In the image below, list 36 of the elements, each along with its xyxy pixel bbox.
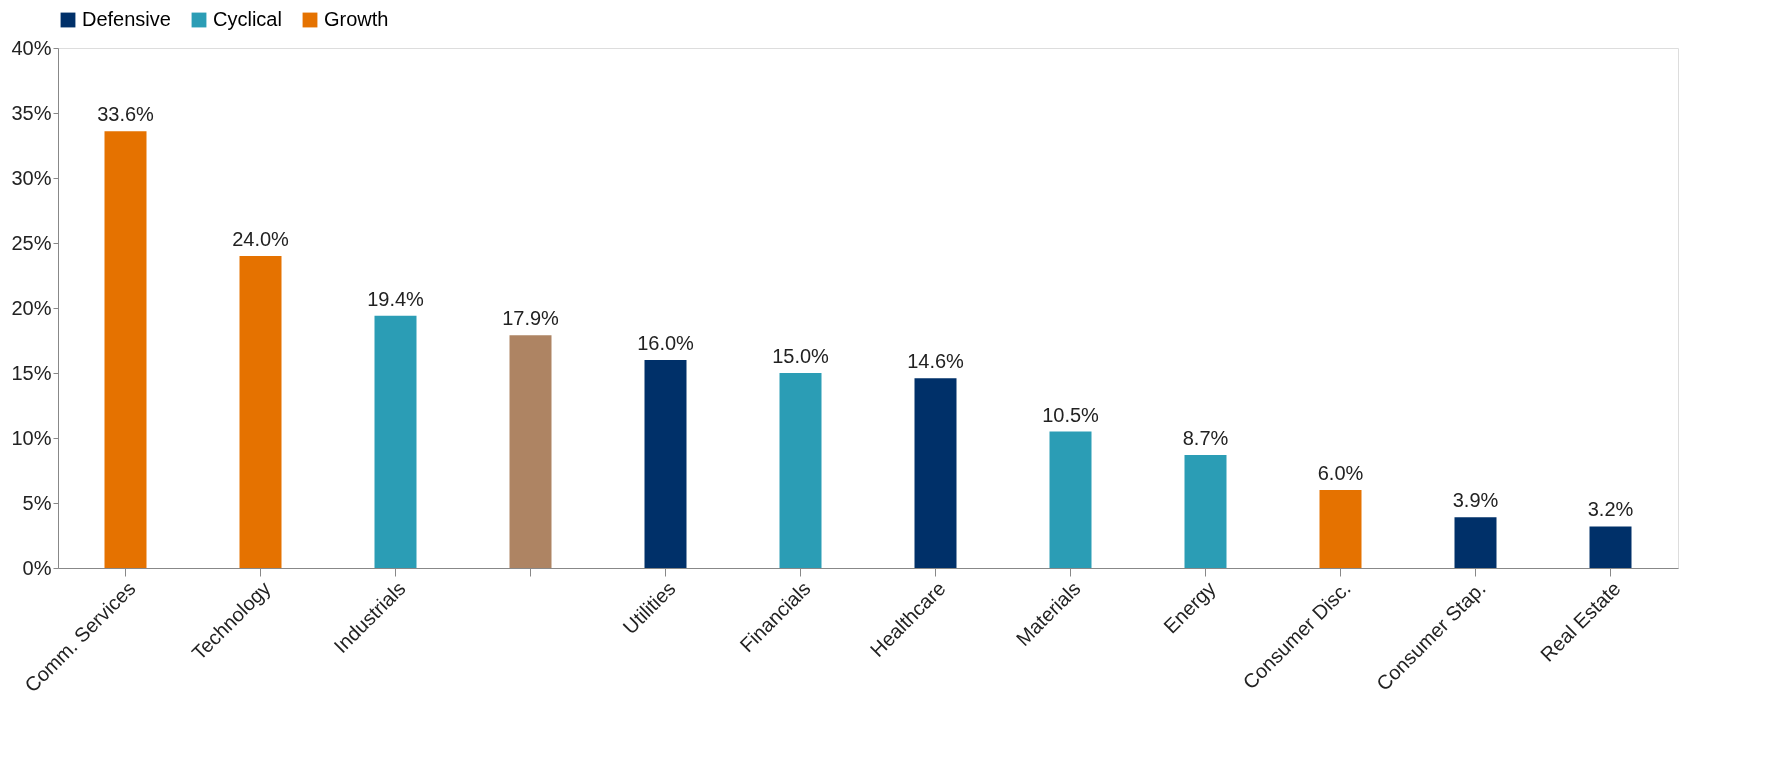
y-tick-label: 30% <box>11 166 52 189</box>
legend-label: Defensive <box>82 8 171 30</box>
legend-label: Growth <box>324 8 389 30</box>
bar <box>104 131 147 568</box>
y-tick-label: 35% <box>11 101 52 124</box>
text: 24.0% <box>232 228 289 250</box>
text: 16.0% <box>637 332 694 354</box>
bar <box>1319 490 1362 568</box>
text: 10.5% <box>1042 403 1099 426</box>
text: 8.7% <box>1182 426 1229 449</box>
y-tick-label: 5% <box>22 491 52 514</box>
text: 14.6% <box>907 350 964 373</box>
bar <box>1589 526 1632 568</box>
bar <box>509 335 552 568</box>
bar <box>239 256 282 568</box>
y-tick-label: 40% <box>11 36 52 59</box>
text: 3.9% <box>1452 489 1499 512</box>
y-tick-label: 0% <box>22 556 52 579</box>
y-tick-label: 25% <box>11 231 52 254</box>
y-tick-label: 15% <box>11 361 52 384</box>
text: 33.6% <box>97 103 154 126</box>
text: 3.2% <box>1587 498 1634 521</box>
y-tick-label: 10% <box>11 426 52 449</box>
bar <box>644 360 687 568</box>
legend-label: Cyclical <box>213 8 282 30</box>
text: 17.9% <box>502 307 559 330</box>
bar <box>1184 454 1227 568</box>
bar <box>779 373 822 568</box>
bar <box>1454 517 1497 568</box>
text: 19.4% <box>367 287 424 310</box>
text: 6.0% <box>1317 462 1364 484</box>
y-tick-label: 20% <box>11 296 52 319</box>
bar <box>914 378 957 568</box>
text: 15.0% <box>772 345 829 367</box>
bar <box>374 315 417 568</box>
bar <box>1049 431 1092 568</box>
